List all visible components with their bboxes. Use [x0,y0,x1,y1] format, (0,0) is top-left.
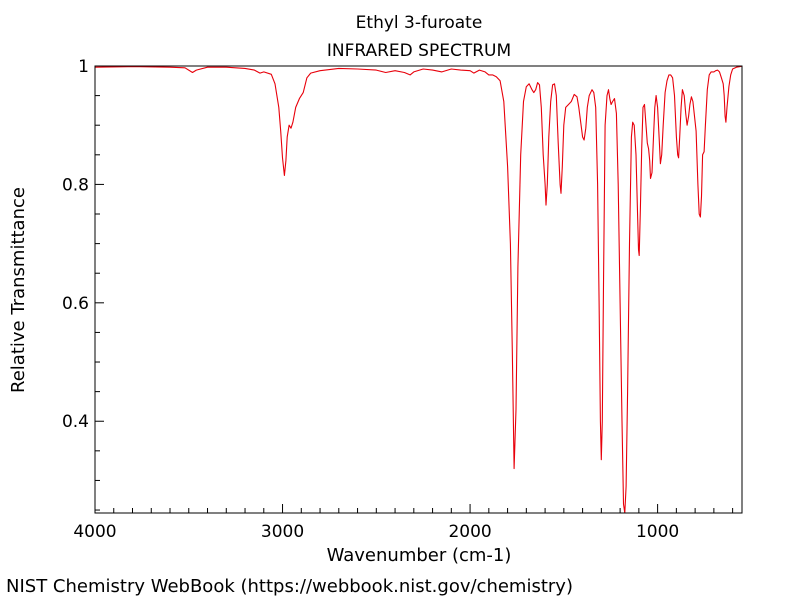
plot-area: 4000 3000 2000 1000 0.4 0.6 0.8 1 [62,57,742,542]
spectrum-line [95,66,742,513]
chart-subtitle: INFRARED SPECTRUM [327,41,511,61]
y-tick-label: 1 [78,57,89,77]
y-axis-label: Relative Transmittance [8,187,29,393]
x-tick-label: 4000 [73,522,116,542]
plot-frame [94,65,743,514]
x-axis-label: Wavenumber (cm-1) [327,545,512,566]
x-tick-label: 3000 [261,522,304,542]
source-credit: NIST Chemistry WebBook (https://webbook.… [6,576,573,597]
x-tick-label: 2000 [448,522,491,542]
x-tick-label: 1000 [636,522,679,542]
y-tick-label: 0.4 [62,412,89,432]
y-tick-label: 0.8 [62,175,89,195]
y-tick-label: 0.6 [62,294,89,314]
chart-title: Ethyl 3-furoate [356,13,483,33]
